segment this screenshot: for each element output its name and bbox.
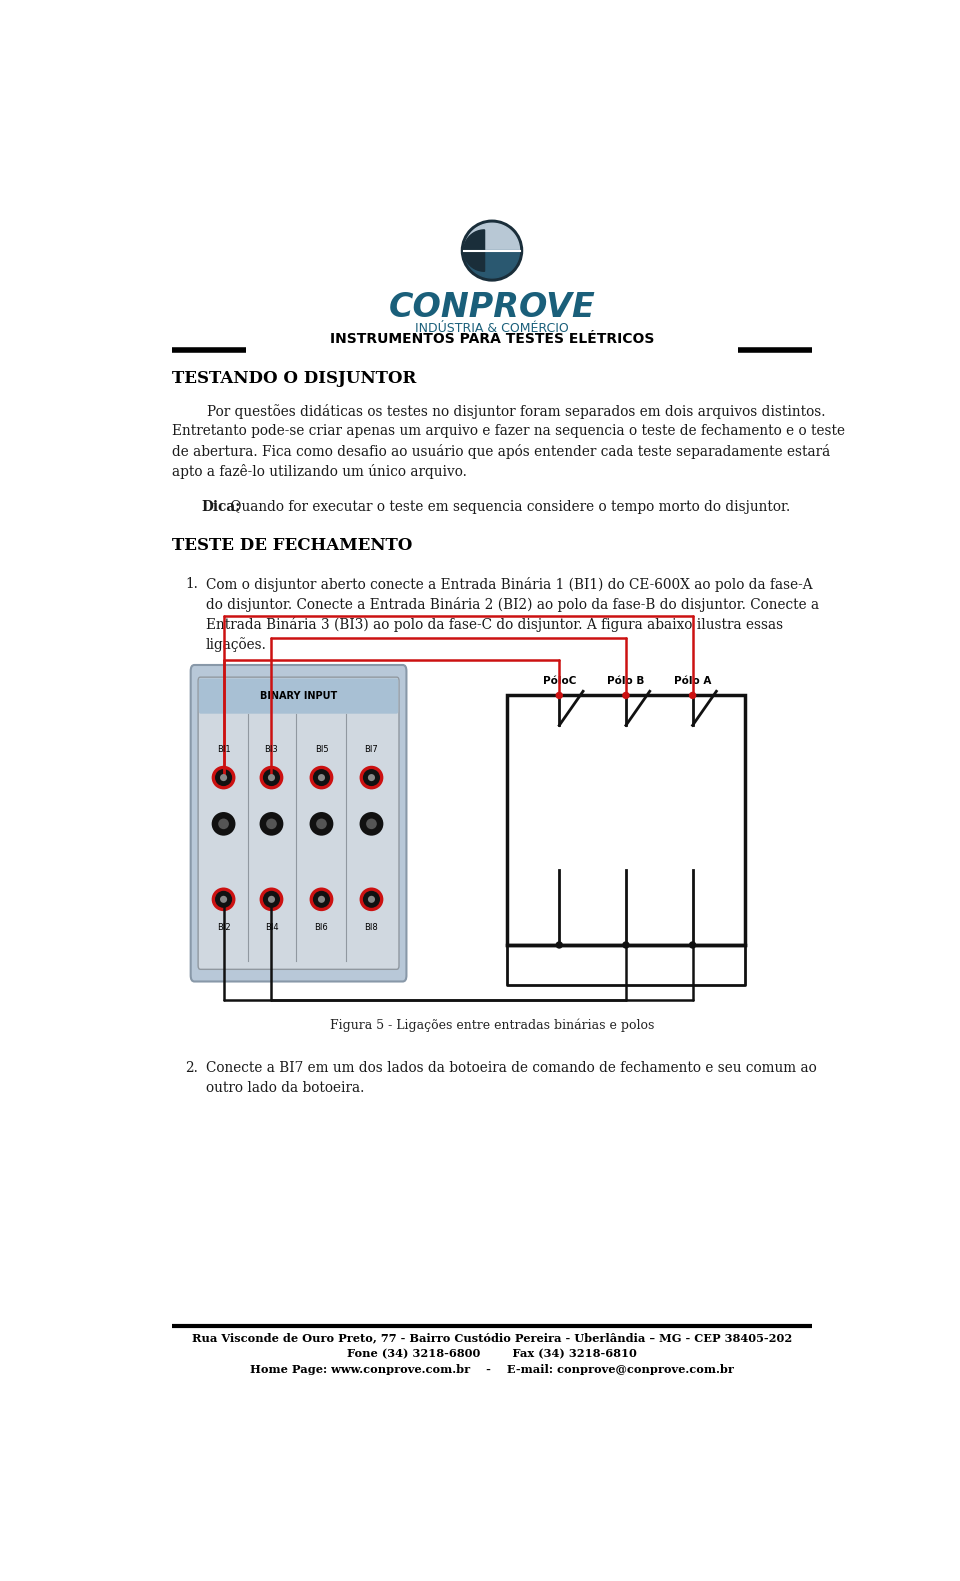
FancyBboxPatch shape: [198, 677, 399, 969]
Ellipse shape: [268, 896, 276, 903]
Ellipse shape: [309, 887, 333, 911]
Text: CONPROVE: CONPROVE: [389, 291, 595, 324]
Ellipse shape: [211, 765, 235, 789]
Text: BI7: BI7: [365, 745, 378, 754]
Ellipse shape: [689, 692, 696, 699]
Text: Fone (34) 3218-6800        Fax (34) 3218-6810: Fone (34) 3218-6800 Fax (34) 3218-6810: [348, 1349, 636, 1360]
Ellipse shape: [556, 941, 563, 949]
Text: Com o disjuntor aberto conecte a Entrada Binária 1 (BI1) do CE-600X ao polo da f: Com o disjuntor aberto conecte a Entrada…: [205, 577, 812, 591]
Text: TESTANDO O DISJUNTOR: TESTANDO O DISJUNTOR: [172, 370, 417, 387]
Ellipse shape: [218, 819, 228, 828]
Polygon shape: [465, 251, 519, 278]
Ellipse shape: [220, 775, 228, 781]
Text: 2.: 2.: [185, 1061, 199, 1075]
Ellipse shape: [259, 813, 283, 836]
Text: BI6: BI6: [315, 923, 328, 933]
Text: BI5: BI5: [315, 745, 328, 754]
Text: ligações.: ligações.: [205, 637, 267, 651]
Ellipse shape: [268, 775, 276, 781]
Ellipse shape: [366, 819, 377, 828]
Ellipse shape: [313, 768, 330, 786]
Ellipse shape: [368, 896, 375, 903]
Text: 1.: 1.: [185, 577, 199, 591]
Ellipse shape: [622, 941, 630, 949]
Text: apto a fazê-lo utilizando um único arquivo.: apto a fazê-lo utilizando um único arqui…: [172, 465, 467, 479]
FancyBboxPatch shape: [199, 678, 398, 713]
Ellipse shape: [263, 890, 280, 907]
Ellipse shape: [360, 887, 383, 911]
Ellipse shape: [363, 768, 380, 786]
Text: PóloC: PóloC: [542, 675, 576, 686]
Ellipse shape: [556, 692, 563, 699]
Ellipse shape: [360, 813, 383, 836]
Ellipse shape: [622, 692, 630, 699]
Text: BI3: BI3: [265, 745, 278, 754]
Ellipse shape: [316, 819, 326, 828]
Text: Home Page: www.conprove.com.br    -    E-mail: conprove@conprove.com.br: Home Page: www.conprove.com.br - E-mail:…: [250, 1364, 734, 1375]
Ellipse shape: [215, 890, 232, 907]
Ellipse shape: [309, 813, 333, 836]
FancyBboxPatch shape: [191, 666, 406, 982]
Text: Figura 5 - Ligações entre entradas binárias e polos: Figura 5 - Ligações entre entradas binár…: [330, 1018, 654, 1031]
Text: Por questões didáticas os testes no disjuntor foram separados em dois arquivos d: Por questões didáticas os testes no disj…: [172, 405, 826, 419]
Text: Entrada Binária 3 (BI3) ao polo da fase-C do disjuntor. A figura abaixo ilustra : Entrada Binária 3 (BI3) ao polo da fase-…: [205, 617, 782, 632]
Text: Conecte a BI7 em um dos lados da botoeira de comando de fechamento e seu comum a: Conecte a BI7 em um dos lados da botoeir…: [205, 1061, 816, 1075]
Text: INDÚSTRIA & COMÉRCIO: INDÚSTRIA & COMÉRCIO: [415, 323, 569, 335]
Ellipse shape: [211, 887, 235, 911]
Ellipse shape: [461, 220, 523, 281]
Text: Pólo A: Pólo A: [674, 675, 711, 686]
Ellipse shape: [363, 890, 380, 907]
Ellipse shape: [318, 896, 325, 903]
Text: Dica:: Dica:: [202, 501, 241, 514]
Text: BI8: BI8: [365, 923, 378, 933]
Text: de abertura. Fica como desafio ao usuário que após entender cada teste separadam: de abertura. Fica como desafio ao usuári…: [172, 444, 830, 458]
Text: BI2: BI2: [217, 923, 230, 933]
Text: outro lado da botoeira.: outro lado da botoeira.: [205, 1081, 364, 1094]
Ellipse shape: [689, 941, 696, 949]
Text: BI4: BI4: [265, 923, 278, 933]
Ellipse shape: [318, 775, 325, 781]
Text: Quando for executar o teste em sequencia considere o tempo morto do disjuntor.: Quando for executar o teste em sequencia…: [227, 501, 791, 514]
Ellipse shape: [360, 765, 383, 789]
Ellipse shape: [211, 813, 235, 836]
Ellipse shape: [266, 819, 276, 828]
Text: Pólo B: Pólo B: [608, 675, 644, 686]
Ellipse shape: [259, 887, 283, 911]
Ellipse shape: [309, 765, 333, 789]
Text: BI1: BI1: [217, 745, 230, 754]
Polygon shape: [465, 223, 519, 251]
Text: do disjuntor. Conecte a Entrada Binária 2 (BI2) ao polo da fase-B do disjuntor. : do disjuntor. Conecte a Entrada Binária …: [205, 596, 819, 612]
Text: INSTRUMENTOS PARA TESTES ELÉTRICOS: INSTRUMENTOS PARA TESTES ELÉTRICOS: [330, 332, 654, 346]
Ellipse shape: [259, 765, 283, 789]
Ellipse shape: [220, 896, 228, 903]
Polygon shape: [464, 229, 485, 272]
Text: Rua Visconde de Ouro Preto, 77 - Bairro Custódio Pereira - Uberlândia – MG - CEP: Rua Visconde de Ouro Preto, 77 - Bairro …: [192, 1333, 792, 1344]
Bar: [507, 696, 745, 945]
Ellipse shape: [215, 768, 232, 786]
Ellipse shape: [263, 768, 280, 786]
Text: BINARY INPUT: BINARY INPUT: [260, 691, 337, 700]
Ellipse shape: [313, 890, 330, 907]
Text: Entretanto pode-se criar apenas um arquivo e fazer na sequencia o teste de fecha: Entretanto pode-se criar apenas um arqui…: [172, 424, 845, 438]
Ellipse shape: [368, 775, 375, 781]
Text: TESTE DE FECHAMENTO: TESTE DE FECHAMENTO: [172, 536, 413, 553]
